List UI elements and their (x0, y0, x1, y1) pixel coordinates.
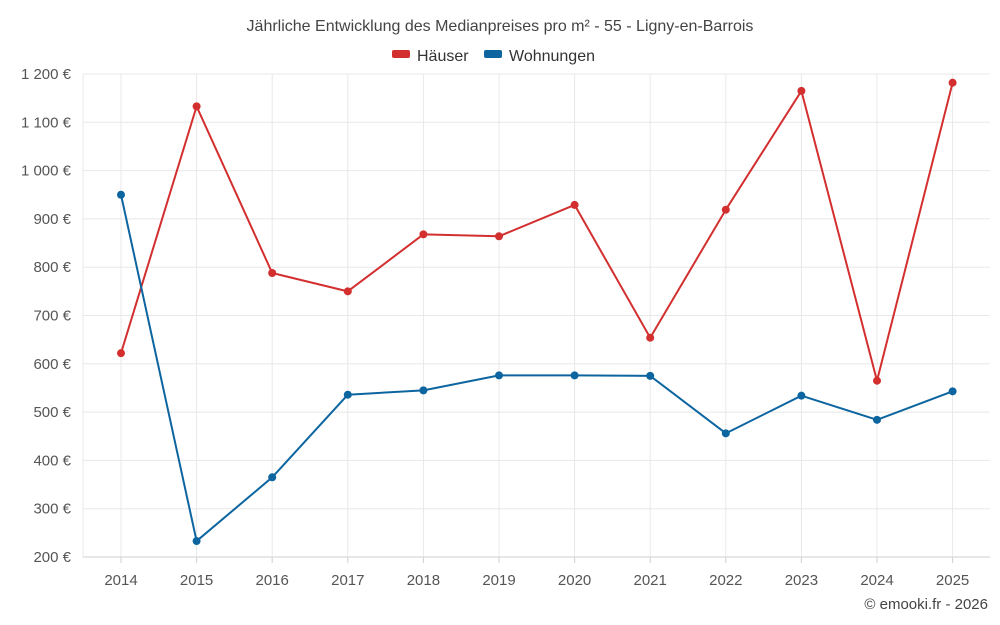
legend-swatch-wohnungen (484, 50, 502, 58)
y-axis: 200 € 300 € 400 € 500 € 600 € 700 € 800 € 900 €… (21, 66, 72, 566)
data-point-hauser[interactable] (873, 376, 881, 385)
y-tick-label: 1 200 € (21, 66, 72, 83)
x-tick-label: 2018 (407, 572, 440, 589)
y-tick-label: 400 € (33, 452, 71, 469)
data-point-wohnungen[interactable] (948, 387, 957, 396)
data-point-hauser[interactable] (343, 287, 352, 296)
data-point-wohnungen[interactable] (721, 429, 730, 438)
y-tick-label: 700 € (33, 308, 71, 325)
data-point-wohnungen[interactable] (343, 390, 352, 399)
legend-label-wohnungen[interactable]: Wohnungen (509, 48, 595, 65)
data-point-hauser[interactable] (797, 86, 806, 95)
legend-swatch-hauser (392, 50, 410, 58)
data-point-hauser[interactable] (948, 78, 957, 87)
y-tick-label: 800 € (33, 259, 71, 276)
y-tick-label: 1 100 € (21, 114, 72, 131)
data-point-wohnungen[interactable] (646, 371, 655, 380)
y-tick-label: 600 € (33, 356, 71, 373)
x-tick-label: 2020 (558, 572, 591, 589)
y-tick-label: 500 € (33, 404, 71, 421)
x-tick-label: 2016 (256, 572, 289, 589)
series-line-wohnungen (120, 193, 954, 543)
y-tick-label: 900 € (33, 211, 71, 228)
series-line-hauser (120, 81, 954, 382)
series-layer (117, 78, 957, 546)
legend-label-hauser[interactable]: Häuser (417, 48, 469, 65)
x-tick-label: 2015 (180, 572, 213, 589)
data-point-hauser[interactable] (721, 205, 730, 214)
grid (82, 73, 990, 558)
data-point-hauser[interactable] (192, 102, 201, 111)
data-point-hauser[interactable] (117, 349, 125, 358)
data-point-hauser[interactable] (495, 232, 503, 241)
data-point-wohnungen[interactable] (117, 190, 125, 199)
data-point-wohnungen[interactable] (192, 537, 201, 546)
data-point-wohnungen[interactable] (495, 371, 503, 380)
data-point-hauser[interactable] (646, 333, 655, 342)
data-point-hauser[interactable] (570, 200, 579, 209)
chart-title: Jährliche Entwicklung des Medianpreises … (247, 18, 754, 35)
x-tick-label: 2025 (936, 572, 969, 589)
data-point-wohnungen[interactable] (797, 391, 806, 400)
data-point-wohnungen[interactable] (419, 386, 428, 395)
copyright-text: © emooki.fr - 2026 (864, 596, 988, 613)
y-tick-label: 300 € (33, 501, 71, 518)
x-tick-label: 2019 (482, 572, 515, 589)
x-tick-label: 2024 (860, 572, 893, 589)
y-tick-label: 1 000 € (21, 163, 72, 180)
data-point-wohnungen[interactable] (268, 473, 277, 482)
x-axis: 2014 2015 2016 2017 2018 2019 2020 2021 2022 2023… (104, 557, 969, 589)
data-point-hauser[interactable] (419, 230, 428, 239)
x-tick-label: 2023 (785, 572, 818, 589)
data-point-hauser[interactable] (268, 268, 277, 277)
x-tick-label: 2021 (634, 572, 667, 589)
legend: Häuser Wohnungen (392, 48, 595, 65)
x-tick-label: 2022 (709, 572, 742, 589)
x-tick-label: 2017 (331, 572, 364, 589)
x-tick-label: 2014 (104, 572, 137, 589)
data-point-wohnungen[interactable] (570, 371, 579, 380)
y-tick-label: 200 € (33, 549, 71, 566)
data-point-wohnungen[interactable] (873, 415, 881, 424)
